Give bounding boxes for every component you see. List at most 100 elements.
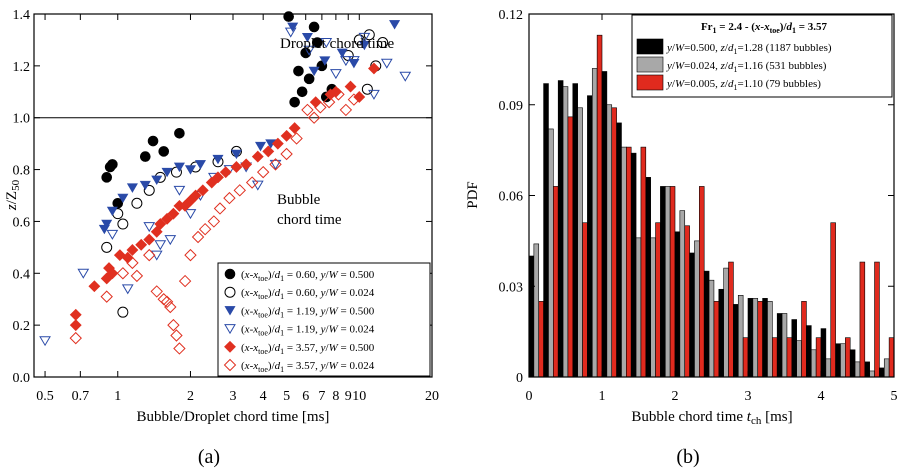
x-tick-label-a: 0.7 — [72, 389, 90, 404]
data-point-a-s0 — [283, 11, 294, 22]
bar-s1 — [825, 358, 832, 378]
bar-s1 — [781, 313, 788, 378]
data-point-a-s0 — [289, 96, 300, 108]
data-point-a-s3 — [39, 336, 51, 347]
data-point-a-s3 — [320, 38, 333, 49]
data-point-a-s5 — [269, 158, 282, 171]
data-point-a-s5 — [198, 223, 212, 236]
annotation-bubble: Bubble — [277, 192, 321, 208]
data-point-a-s5 — [322, 95, 336, 109]
data-point-a-s5 — [256, 165, 270, 179]
bar-s0 — [718, 288, 724, 378]
data-point-a-s3 — [330, 69, 342, 80]
data-point-a-s4 — [262, 145, 275, 158]
panel-label-a: (a) — [198, 446, 220, 468]
data-point-a-s5 — [184, 248, 197, 262]
data-point-a-s4 — [189, 189, 202, 202]
bar-s1 — [767, 301, 773, 378]
data-point-a-s1 — [353, 34, 365, 46]
x-tick-label-a: 4 — [260, 389, 267, 404]
data-point-a-s5 — [301, 103, 314, 117]
x-tick-label-b: 5 — [891, 389, 898, 404]
x-tick-label-a: 3 — [230, 389, 237, 404]
bar-s1 — [650, 237, 656, 378]
data-point-a-s1 — [117, 306, 129, 318]
bar-s0 — [616, 122, 622, 378]
bar-s1 — [679, 210, 686, 378]
data-point-a-s0 — [158, 146, 170, 157]
legend-b-entry: y/W=0.500, z/d1=1.28 (1187 bubbles) — [666, 42, 832, 56]
data-point-a-s4 — [251, 150, 264, 163]
data-point-a-s3 — [150, 250, 163, 261]
x-tick-label-b: 4 — [818, 389, 825, 404]
bar-s0 — [601, 71, 608, 378]
data-point-a-s4 — [368, 62, 380, 75]
bar-s2 — [742, 337, 749, 378]
bar-s1 — [723, 267, 729, 378]
legend-b: Fr1 = 2.4 - (x-xtoe)/d1 = 3.57 y/W=0.500,… — [631, 14, 893, 98]
bar-s2 — [640, 146, 647, 378]
data-point-a-s4 — [126, 244, 139, 256]
x-tick-label-a: 6 — [302, 389, 309, 404]
data-point-a-s3 — [348, 56, 360, 67]
x-tick-label-a: 5 — [283, 389, 290, 404]
bar-s1 — [840, 343, 846, 378]
data-point-a-s4 — [143, 233, 156, 246]
data-point-a-s0 — [311, 37, 323, 48]
data-point-a-s3 — [358, 32, 371, 43]
bar-s2 — [845, 337, 851, 378]
data-point-a-s4 — [288, 122, 301, 135]
data-point-a-s4 — [219, 166, 232, 179]
bar-s2 — [684, 225, 690, 378]
bar-s1 — [577, 107, 583, 378]
data-point-a-s5 — [245, 176, 259, 189]
data-point-a-s3 — [184, 209, 197, 220]
data-point-a-s5 — [314, 101, 327, 114]
y-tick-label-a: 0.0 — [13, 371, 31, 386]
data-point-a-s2 — [117, 193, 129, 204]
data-point-a-s0 — [293, 65, 304, 77]
bar-s0 — [835, 343, 841, 378]
data-point-a-s2 — [389, 20, 401, 30]
data-point-a-s3 — [269, 159, 282, 170]
bar-s0 — [703, 270, 710, 378]
legend-b-swatch — [636, 38, 664, 55]
data-point-a-s1 — [361, 83, 373, 95]
bar-s2 — [888, 337, 895, 378]
legend-a-entry: (x-xtoe)/d1 = 0.60, y/W = 0.500 — [241, 269, 375, 283]
data-point-a-s5 — [290, 132, 303, 145]
y-tick-label-b: 0.12 — [499, 8, 524, 23]
bar-s0 — [733, 304, 739, 378]
bar-s0 — [762, 298, 768, 378]
bar-s1 — [621, 146, 627, 378]
bar-s2 — [553, 186, 559, 378]
y-axis-label-a: z/Z50 — [4, 179, 22, 211]
y-tick-label-b: 0 — [516, 371, 523, 386]
data-point-a-s2 — [139, 180, 151, 191]
data-point-a-s4 — [196, 184, 209, 197]
data-point-a-s3 — [380, 58, 393, 69]
data-point-a-s4 — [280, 129, 293, 142]
bar-s1 — [694, 240, 700, 378]
legend-a-entry: (x-xtoe)/d1 = 3.57, y/W = 0.500 — [241, 342, 375, 356]
data-point-a-s2 — [336, 48, 348, 58]
legend-a: (x-xtoe)/d1 = 0.60, y/W = 0.500 (x-xtoe)/… — [217, 262, 431, 377]
data-point-a-s4 — [69, 308, 82, 321]
bar-s1 — [752, 298, 759, 378]
y-tick-label-b: 0.09 — [499, 99, 524, 114]
bar-s0 — [543, 83, 549, 378]
data-point-a-s5 — [116, 267, 130, 280]
data-point-a-s4 — [69, 319, 82, 332]
bar-s1 — [591, 68, 598, 378]
data-point-a-s5 — [223, 191, 236, 205]
bar-s0 — [528, 255, 535, 378]
data-point-a-s2 — [194, 160, 206, 170]
bar-s2 — [626, 146, 632, 378]
data-point-a-s2 — [212, 154, 224, 165]
legend-b-entry: y/W=0.024, z/d1=1.16 (531 bubbles) — [666, 60, 827, 74]
data-point-a-s3 — [106, 229, 119, 240]
legend-a-entry: (x-xtoe)/d1 = 3.57, y/W = 0.024 — [241, 360, 375, 374]
bar-s2 — [874, 261, 880, 378]
data-point-a-s2 — [254, 141, 267, 152]
